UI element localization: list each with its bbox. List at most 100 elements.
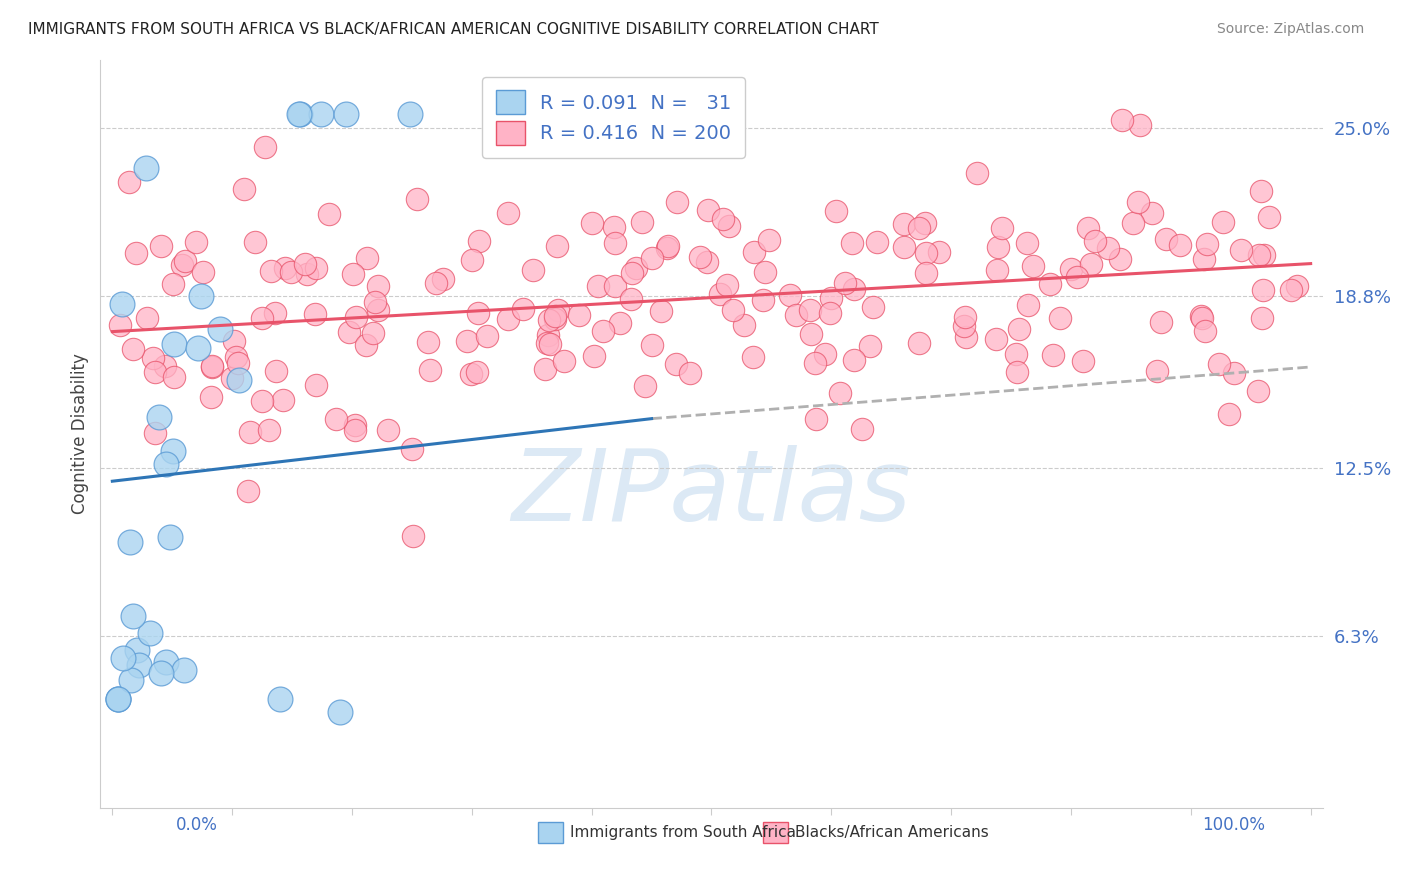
Point [1218, 407, 1240, 421]
Point [191, 265, 214, 279]
Text: 100.0%: 100.0% [1202, 816, 1265, 834]
Point [713, 211, 735, 226]
Point [641, 251, 664, 265]
Point [1253, 248, 1275, 262]
Point [111, 297, 134, 311]
Point [295, 267, 318, 281]
Point [269, 691, 291, 706]
Point [150, 666, 173, 681]
Point [547, 303, 569, 318]
Point [187, 341, 209, 355]
Point [337, 325, 360, 339]
Point [304, 307, 326, 321]
Point [818, 306, 841, 320]
Point [583, 350, 606, 364]
Point [1122, 216, 1144, 230]
Point [538, 337, 561, 351]
Point [851, 422, 873, 436]
Point [465, 365, 488, 379]
Point [1097, 241, 1119, 255]
Point [1140, 205, 1163, 219]
Point [367, 278, 389, 293]
Point [401, 442, 423, 457]
Point [990, 221, 1012, 235]
Point [155, 655, 177, 669]
Point [641, 338, 664, 352]
Point [679, 367, 702, 381]
Point [603, 235, 626, 250]
Point [666, 195, 689, 210]
Point [1208, 357, 1230, 371]
Point [1005, 365, 1028, 379]
Point [742, 350, 765, 364]
Point [1005, 347, 1028, 361]
Point [1109, 252, 1132, 266]
Point [893, 217, 915, 231]
Point [225, 350, 247, 364]
Point [425, 276, 447, 290]
Point [233, 182, 256, 196]
Point [1281, 283, 1303, 297]
Text: 0.0%: 0.0% [176, 816, 218, 834]
Point [553, 354, 575, 368]
Point [814, 346, 837, 360]
Point [364, 295, 387, 310]
Point [866, 235, 889, 249]
Point [475, 329, 498, 343]
Point [742, 244, 765, 259]
Point [398, 107, 420, 121]
Point [419, 363, 441, 377]
Point [1060, 262, 1083, 277]
Point [1156, 232, 1178, 246]
Point [135, 161, 157, 176]
Point [907, 220, 929, 235]
Point [830, 386, 852, 401]
Point [288, 107, 311, 121]
Point [250, 393, 273, 408]
Point [456, 334, 478, 348]
Text: IMMIGRANTS FROM SOUTH AFRICA VS BLACK/AFRICAN AMERICAN COGNITIVE DISABILITY CORR: IMMIGRANTS FROM SOUTH AFRICA VS BLACK/AF… [28, 22, 879, 37]
Point [1084, 235, 1107, 249]
Point [1015, 236, 1038, 251]
Text: Immigrants from South Africa: Immigrants from South Africa [571, 825, 796, 840]
Point [163, 336, 186, 351]
Point [955, 310, 977, 324]
Point [657, 241, 679, 255]
Point [696, 255, 718, 269]
Point [1080, 257, 1102, 271]
Point [416, 334, 439, 349]
Point [1249, 248, 1271, 262]
Point [335, 107, 357, 121]
Point [142, 351, 165, 365]
Point [862, 300, 884, 314]
Point [305, 260, 328, 275]
Point [128, 658, 150, 673]
Point [534, 362, 557, 376]
Point [209, 321, 232, 335]
Point [342, 267, 364, 281]
Point [634, 379, 657, 393]
Point [143, 365, 166, 379]
Point [110, 318, 132, 333]
Point [1229, 243, 1251, 257]
Point [143, 426, 166, 441]
Point [696, 202, 718, 217]
Point [239, 425, 262, 440]
Point [305, 377, 328, 392]
Point [135, 310, 157, 325]
Point [460, 367, 482, 381]
Point [1191, 311, 1213, 326]
Point [1042, 348, 1064, 362]
Point [201, 360, 224, 375]
Point [274, 260, 297, 275]
Point [1150, 315, 1173, 329]
Point [1077, 221, 1099, 235]
Point [1247, 384, 1270, 398]
Point [800, 326, 823, 341]
Point [118, 175, 141, 189]
Point [586, 278, 609, 293]
Point [624, 260, 647, 275]
Point [329, 706, 352, 720]
Point [107, 691, 129, 706]
Point [432, 271, 454, 285]
